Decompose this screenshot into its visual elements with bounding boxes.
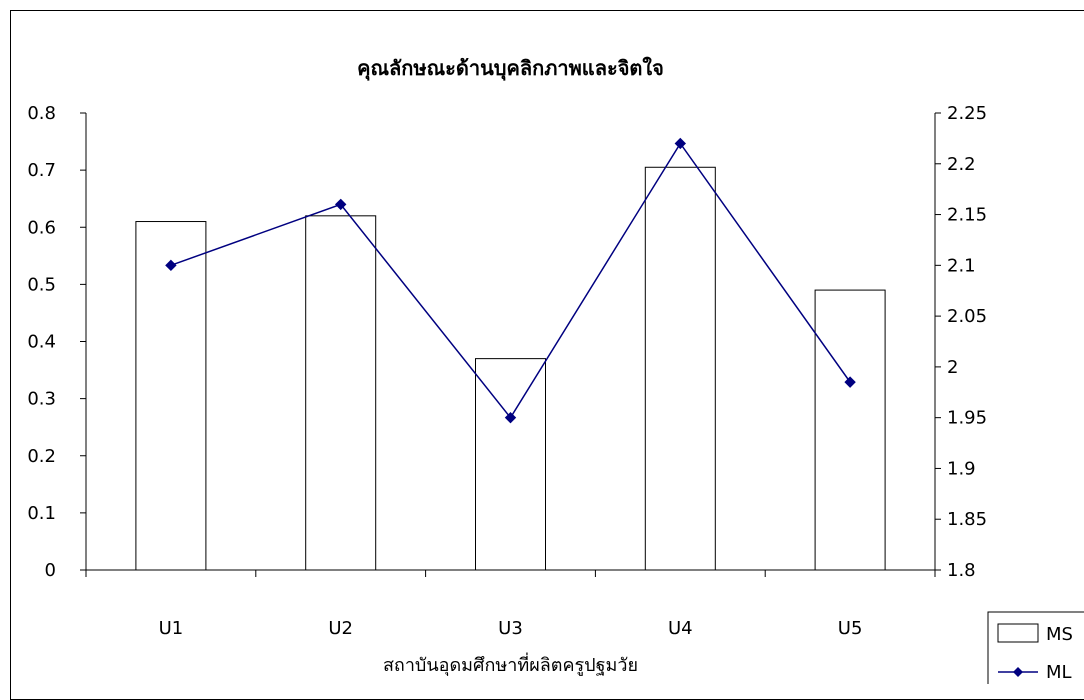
y-tick-label-right: 1.9 bbox=[947, 458, 976, 479]
y-tick-label-left: 0.1 bbox=[27, 503, 56, 524]
y-tick-label-left: 0.4 bbox=[27, 332, 56, 353]
series-point bbox=[844, 376, 856, 388]
y-tick-label-right: 2.1 bbox=[947, 255, 976, 276]
y-tick-label-left: 0.5 bbox=[27, 274, 56, 295]
series-point bbox=[334, 198, 347, 211]
legend-swatch-bar bbox=[997, 623, 1039, 643]
y-tick-label-right: 1.95 bbox=[947, 408, 987, 429]
x-tick-label: U4 bbox=[668, 618, 693, 639]
x-axis-label: สถาบันอุดมศึกษาที่ผลิตครูปฐมวัย bbox=[383, 652, 638, 676]
bar bbox=[475, 358, 546, 571]
y-tick-label-left: 0.2 bbox=[27, 446, 56, 467]
legend-label: MS bbox=[1046, 624, 1073, 645]
bar bbox=[814, 289, 886, 571]
y-tick-label-right: 2.25 bbox=[947, 103, 987, 124]
y-tick-label-left: 0.8 bbox=[27, 103, 56, 124]
y-tick-label-right: 1.85 bbox=[947, 509, 987, 530]
y-tick-label-right: 2.15 bbox=[947, 205, 987, 226]
y-tick-label-right: 2 bbox=[947, 357, 958, 378]
series-point bbox=[674, 137, 687, 150]
x-tick-label: U5 bbox=[838, 618, 863, 639]
chart: คุณลักษณะด้านบุคลิกภาพและจิตใจ 0 0.1 0.2 0.3… bbox=[27, 56, 1084, 684]
y-tick-label-left: 0.7 bbox=[27, 160, 56, 181]
y-tick-label-right: 2.2 bbox=[947, 154, 976, 175]
y-tick-label-left: 0.3 bbox=[27, 389, 56, 410]
bar bbox=[135, 221, 207, 571]
bar bbox=[644, 166, 716, 571]
series-point bbox=[165, 259, 177, 272]
chart-title: คุณลักษณะด้านบุคลิกภาพและจิตใจ bbox=[357, 56, 664, 81]
bar bbox=[305, 215, 377, 571]
x-tick-label: U3 bbox=[498, 618, 523, 639]
legend-swatch-marker bbox=[1013, 667, 1023, 677]
x-tick-label: U1 bbox=[159, 618, 184, 639]
series-point bbox=[504, 411, 517, 424]
y-tick-label-left: 0.6 bbox=[27, 217, 56, 238]
y-tick-label-left: 0 bbox=[45, 560, 56, 581]
y-tick-label-right: 2.05 bbox=[947, 306, 987, 327]
x-tick-label: U2 bbox=[328, 618, 353, 639]
legend-label: ML bbox=[1046, 662, 1072, 683]
y-tick-label-right: 1.8 bbox=[947, 560, 976, 581]
